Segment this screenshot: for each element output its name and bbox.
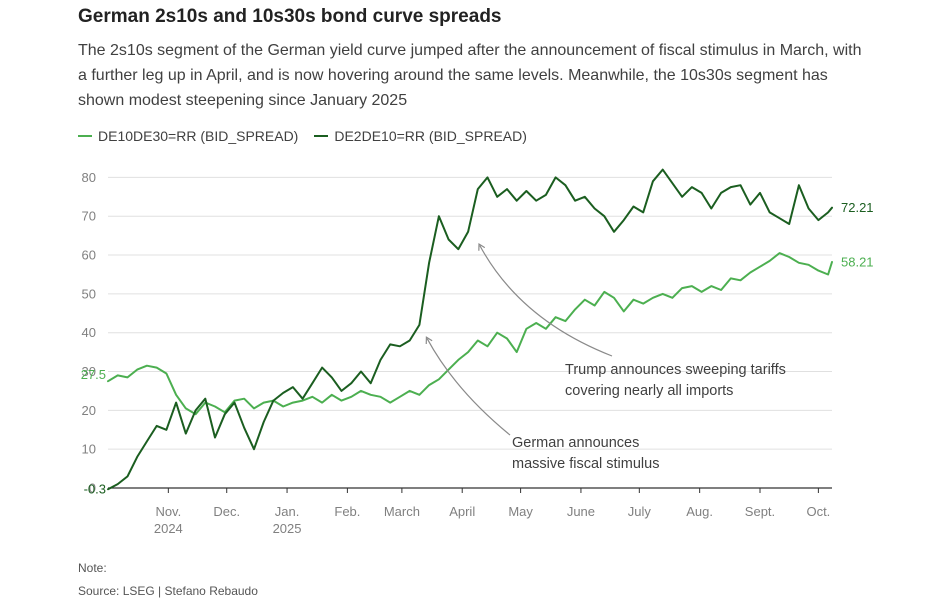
chart-title: German 2s10s and 10s30s bond curve sprea… [78,6,502,27]
annotation-layer: Trump announces sweeping tariffs covering… [425,242,786,472]
annotation-text-1-line-0: German announces [512,435,639,451]
y-tick-label-50: 50 [82,286,96,301]
y-tick-label-60: 60 [82,248,96,263]
x-tick-sublabel-2: 2025 [273,521,302,536]
series-end-label-1: 72.21 [841,200,874,215]
annotation-text-0-line-1: covering nearly all imports [565,383,733,399]
annotation-text-1-line-1: massive fiscal stimulus [512,456,659,472]
legend-swatch-de10de30 [78,135,92,137]
x-tick-label-0: Nov. [155,504,181,519]
x-tick-label-11: Oct. [806,504,830,519]
annotation-arrow-0 [478,242,613,357]
legend-swatch-de2de10 [314,135,329,137]
legend-label-de10de30: DE10DE30=RR (BID_SPREAD) [98,128,299,144]
x-tick-label-7: June [567,504,595,519]
series-layer [107,168,833,491]
x-tick-label-8: July [628,504,652,519]
x-tick-label-5: April [449,504,475,519]
annotation-text-0-line-0: Trump announces sweeping tariffs [565,362,786,378]
legend-item-de10de30: DE10DE30=RR (BID_SPREAD) [78,128,298,144]
y-tick-label-0: 0 [89,481,96,496]
x-tick-label-9: Aug. [686,504,713,519]
x-tick-label-4: March [384,504,420,519]
y-tick-label-40: 40 [82,325,96,340]
series-start-label-0: 27.5 [81,367,106,382]
chart-note: Note: [78,561,107,575]
y-tick-label-20: 20 [82,403,96,418]
chart-source: Source: LSEG | Stefano Rebaudo [78,584,258,598]
x-tick-label-3: Feb. [334,504,360,519]
annotation-arrow-1 [425,336,511,436]
y-tick-label-80: 80 [82,170,96,185]
series-start-label-1: -0.3 [84,482,106,497]
y-tick-label-30: 30 [82,364,96,379]
x-tick-label-6: May [508,504,533,519]
legend-item-de2de10: DE2DE10=RR (BID_SPREAD) [314,128,527,144]
series-line-1 [107,168,833,491]
y-tick-label-10: 10 [82,442,96,457]
x-tick-label-1: Dec. [213,504,240,519]
x-tick-label-2: Jan. [275,504,300,519]
legend-label-de2de10: DE2DE10=RR (BID_SPREAD) [334,128,527,144]
y-tick-label-70: 70 [82,209,96,224]
x-tick-sublabel-0: 2024 [154,521,183,536]
line-chart: 0 10 20 30 40 50 60 70 80 Nov. 2024 Dec. Jan. 2025 Feb… [81,168,874,536]
series-end-label-0: 58.21 [841,255,874,270]
chart-legend: DE10DE30=RR (BID_SPREAD) DE2DE10=RR (BID… [78,128,527,144]
series-line-0 [107,252,833,416]
x-tick-label-10: Sept. [745,504,775,519]
chart-subtitle: The 2s10s segment of the German yield cu… [78,42,862,109]
label-layer: 27.5 58.21 -0.3 72.21 [81,200,874,497]
axis-layer: 0 10 20 30 40 50 60 70 80 Nov. 2024 Dec. Jan. 2025 Feb… [82,170,832,536]
